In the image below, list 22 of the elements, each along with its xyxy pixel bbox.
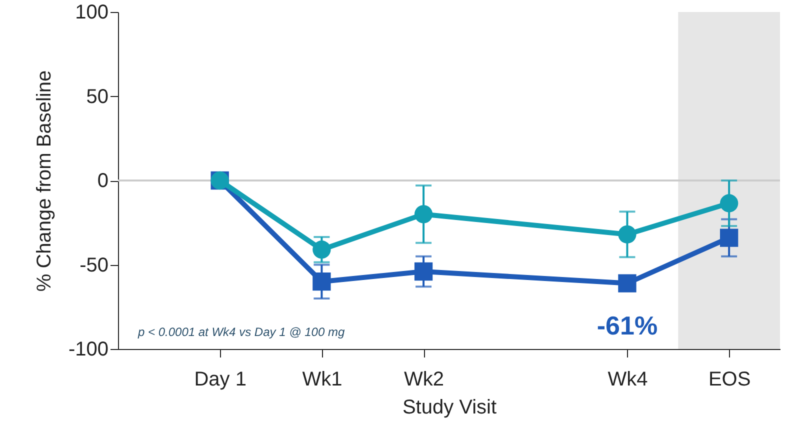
point [312,272,331,291]
y-tick-label: -100 [68,338,108,360]
point [720,194,738,212]
x-axis-title: Study Visit [402,396,497,418]
y-axis-title: % Change from Baseline [33,70,56,292]
y-tick-label: -50 [80,254,108,276]
x-tick-label: Wk4 [608,368,648,390]
x-tick-label: Wk1 [302,368,342,390]
point [312,240,331,259]
y-tick-label: 0 [97,170,108,192]
point [618,225,636,244]
x-tick-label: Day 1 [194,368,246,390]
annotation: -61% [596,310,658,340]
x-tick-label: EOS [708,368,751,390]
x-tick-label: Wk2 [404,368,444,390]
point [720,228,738,247]
annotation: p < 0.0001 at Wk4 vs Day 1 @ 100 mg [137,325,345,339]
y-tick-label: 100 [75,2,108,24]
point [618,274,636,292]
point [414,205,433,224]
y-tick-label: 50 [86,86,108,108]
point [414,262,433,281]
